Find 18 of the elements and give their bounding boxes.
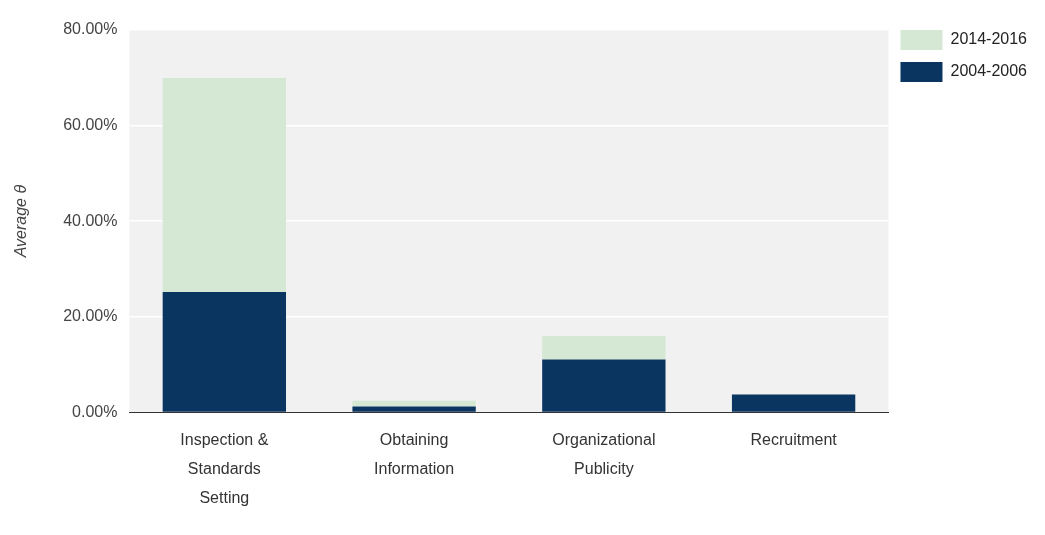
y-axis-title: Average θ (12, 184, 30, 259)
x-tick-label: Organizational Publicity (552, 431, 656, 478)
x-tick-label: Inspection & Standards Setting (180, 431, 269, 507)
y-tick-label: 0.00% (72, 403, 118, 421)
x-tick-label: Obtaining Information (374, 431, 455, 478)
legend-label: 2014-2016 (950, 30, 1028, 48)
y-tick-label: 40.00% (63, 211, 118, 229)
bar (162, 77, 287, 292)
bar (162, 291, 287, 412)
legend-label: 2004-2006 (950, 62, 1028, 80)
bar (352, 406, 476, 412)
bar (731, 394, 856, 412)
y-tick-label: 60.00% (63, 115, 118, 133)
x-tick-label: Recruitment (750, 431, 838, 449)
bar (542, 359, 666, 412)
bar (542, 336, 666, 360)
y-tick-label: 20.00% (63, 307, 118, 325)
y-tick-label: 80.00% (63, 20, 118, 38)
